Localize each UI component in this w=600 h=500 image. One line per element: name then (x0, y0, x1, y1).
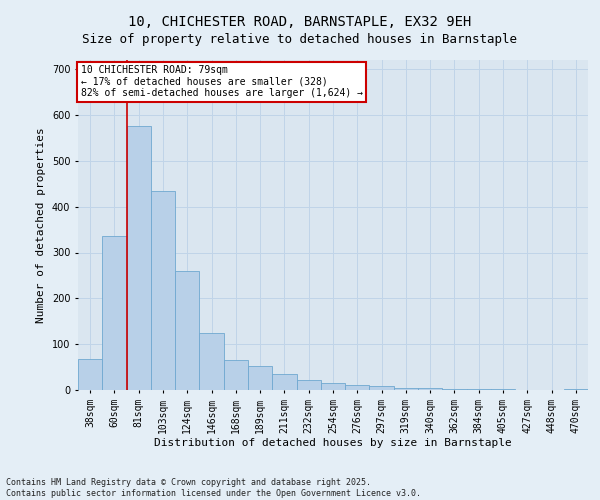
Bar (78, 359, 102, 390)
Bar (564, 389, 588, 390)
Bar (467, 389, 491, 390)
Bar (224, 360, 248, 390)
Bar (199, 332, 224, 390)
Text: Contains HM Land Registry data © Crown copyright and database right 2025.
Contai: Contains HM Land Registry data © Crown c… (6, 478, 421, 498)
Bar (491, 389, 515, 390)
Bar (272, 374, 296, 390)
Bar (102, 236, 127, 390)
Bar (345, 386, 370, 390)
Text: 10, CHICHESTER ROAD, BARNSTAPLE, EX32 9EH: 10, CHICHESTER ROAD, BARNSTAPLE, EX32 9E… (128, 15, 472, 29)
Bar (296, 380, 321, 390)
Text: 10 CHICHESTER ROAD: 79sqm
← 17% of detached houses are smaller (328)
82% of semi: 10 CHICHESTER ROAD: 79sqm ← 17% of detac… (80, 65, 362, 98)
Bar (442, 388, 467, 390)
Bar (418, 388, 442, 390)
Bar (127, 126, 151, 390)
Y-axis label: Number of detached properties: Number of detached properties (37, 127, 46, 323)
Bar (370, 386, 394, 390)
Bar (321, 383, 345, 390)
X-axis label: Distribution of detached houses by size in Barnstaple: Distribution of detached houses by size … (154, 438, 512, 448)
Bar (248, 366, 272, 390)
Bar (175, 271, 199, 390)
Text: Size of property relative to detached houses in Barnstaple: Size of property relative to detached ho… (83, 32, 517, 46)
Bar (394, 388, 418, 390)
Bar (151, 190, 175, 390)
